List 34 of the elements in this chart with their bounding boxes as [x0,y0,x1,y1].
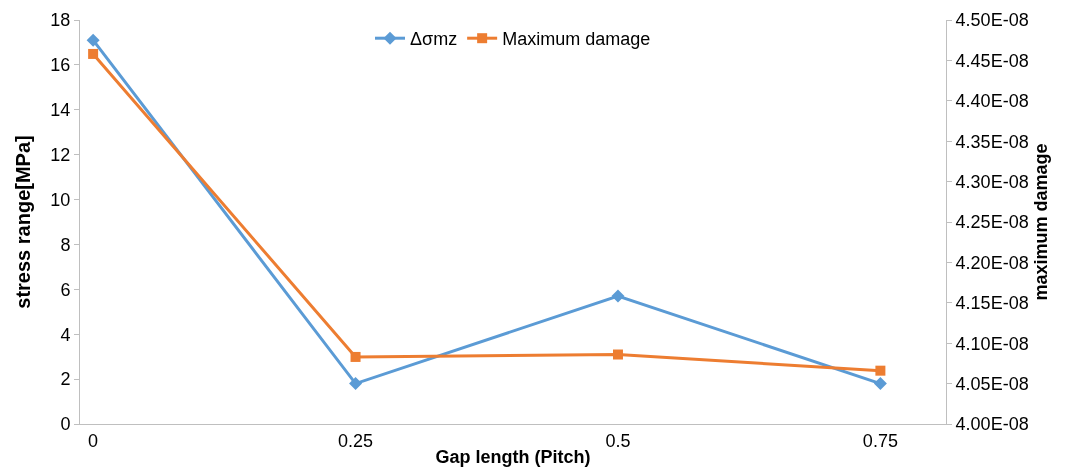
y-tick-label: 8 [60,234,71,255]
y2-tick-label: 4.05E-08 [955,373,1029,394]
y-tick-label: 18 [50,10,71,31]
y2-tick-label: 4.40E-08 [955,91,1029,112]
y2-tick-label: 4.20E-08 [955,252,1029,273]
y-tick-label: 2 [60,369,71,390]
point [349,377,363,391]
y2-tick-label: 4.10E-08 [955,333,1029,354]
y2-tick-label: 4.35E-08 [955,131,1029,152]
point [873,377,887,391]
y-tick-label: 0 [60,414,71,435]
y2-tick-label: 4.30E-08 [955,171,1029,192]
x-tick-label: 0 [88,430,99,451]
x-tick-label: 0.75 [862,430,898,451]
y-tick-label: 12 [50,144,71,165]
y-tick-label: 4 [60,324,71,345]
y2-tick-label: 4.50E-08 [955,10,1029,31]
y2-tick-label: 4.25E-08 [955,212,1029,233]
y-tick-label: 16 [50,55,71,76]
y2-tick-label: 4.15E-08 [955,293,1029,314]
point [86,33,100,47]
legend-label: Maximum damage [502,29,651,50]
y-tick-label: 14 [50,100,71,121]
point [611,289,625,303]
y-tick-label: 6 [60,279,71,300]
y-axis-title: stress range[MPa] [12,135,34,309]
y-tick-label: 10 [50,189,71,210]
y2-axis-title: maximum damage [1030,143,1051,301]
x-tick-label: 0.25 [338,430,374,451]
y2-tick-label: 4.45E-08 [955,50,1029,71]
y2-tick-label: 4.00E-08 [955,414,1029,435]
legend-label: Δσmz [410,29,458,50]
x-axis-title: Gap length (Pitch) [435,446,591,467]
x-tick-label: 0.5 [605,430,631,451]
